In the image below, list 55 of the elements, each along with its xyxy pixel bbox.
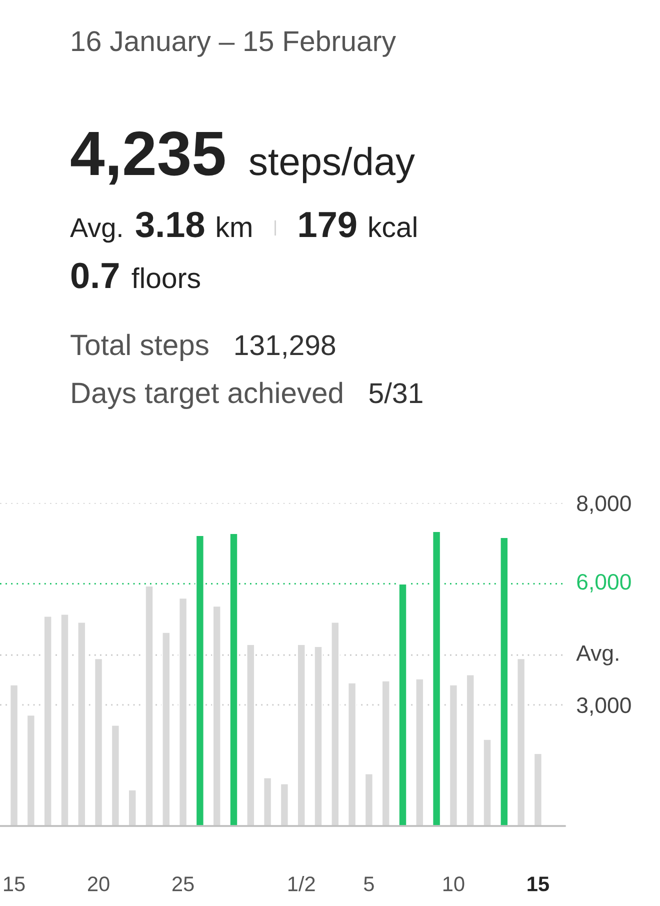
bar xyxy=(313,646,323,826)
bar xyxy=(43,615,53,826)
ref-line-label: Avg. xyxy=(576,645,618,666)
x-tick-label: 5 xyxy=(364,876,374,892)
bar xyxy=(330,621,340,826)
bar xyxy=(178,597,188,826)
text: km xyxy=(217,216,252,237)
bar xyxy=(161,632,171,826)
text: floors xyxy=(132,267,200,288)
text: 4,235 xyxy=(70,131,225,185)
bar xyxy=(110,724,120,826)
ref-line-label: 6,000 xyxy=(577,574,631,592)
text: 5/31 xyxy=(369,382,422,404)
bar xyxy=(448,684,458,826)
text: 131,298 xyxy=(236,335,336,359)
bar xyxy=(94,658,104,826)
bar xyxy=(26,714,36,826)
text: 0.7 xyxy=(71,262,119,288)
y-tick-label: 8,000 xyxy=(577,496,631,514)
text: 3.18 xyxy=(136,212,204,238)
bar xyxy=(280,782,290,826)
bar xyxy=(347,682,357,826)
bar xyxy=(466,674,476,826)
bar xyxy=(364,772,374,826)
text: Avg. xyxy=(70,218,122,243)
bar xyxy=(432,530,442,826)
bar xyxy=(212,605,222,826)
text: kcal xyxy=(369,216,416,238)
text: 179 xyxy=(300,212,356,238)
text: Total steps xyxy=(70,334,208,362)
bar xyxy=(144,585,154,826)
y-tick-label: 3,000 xyxy=(576,697,631,716)
x-tick-label: 25 xyxy=(172,876,194,892)
bar xyxy=(296,644,306,826)
x-tick-label: 20 xyxy=(88,876,110,892)
bar xyxy=(262,776,272,826)
bar xyxy=(60,613,70,826)
bar xyxy=(128,788,138,826)
bar xyxy=(516,658,526,826)
bar xyxy=(9,684,19,826)
bar xyxy=(398,583,408,826)
x-tick-label: 15 xyxy=(4,876,25,892)
text: Days target achieved xyxy=(72,382,342,410)
bar xyxy=(246,644,256,826)
chart-title: 16 January – 15 February xyxy=(72,30,396,57)
bar xyxy=(499,536,509,826)
bar xyxy=(414,678,424,826)
bar xyxy=(482,738,492,826)
x-tick-label: 10 xyxy=(443,876,464,892)
text: steps/day xyxy=(250,146,415,184)
bar xyxy=(533,752,543,826)
x-tick-label: 1/2 xyxy=(288,876,315,892)
bar xyxy=(381,680,391,826)
bar xyxy=(76,621,86,826)
x-tick-label: 15 xyxy=(528,876,549,892)
